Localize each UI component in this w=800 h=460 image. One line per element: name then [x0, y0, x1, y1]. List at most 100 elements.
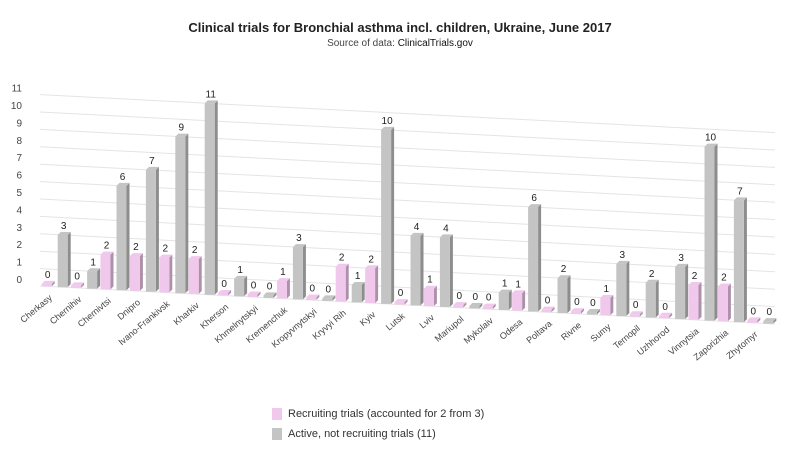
bar-recruiting: [335, 263, 349, 267]
bar-active: [743, 197, 747, 323]
bar-active: [244, 275, 248, 297]
bar-active: [567, 275, 571, 314]
bar-active: [116, 182, 130, 186]
gridline: [39, 146, 776, 186]
bar-active: [87, 271, 98, 289]
x-tick-label: Dnipro: [115, 297, 142, 322]
bar-active: [557, 275, 571, 279]
data-label-recruiting: 0: [251, 280, 257, 291]
bar-recruiting: [218, 289, 232, 293]
bar-active: [410, 235, 421, 306]
data-label-active: 1: [502, 279, 508, 290]
data-label-active: 1: [90, 257, 96, 268]
bar-recruiting: [306, 294, 320, 298]
bar-recruiting: [316, 294, 320, 301]
bar-recruiting: [698, 281, 702, 320]
bar-active: [557, 278, 568, 314]
data-label-recruiting: 1: [515, 279, 521, 290]
data-label-recruiting: 0: [574, 297, 580, 308]
bar-active: [420, 232, 424, 306]
bar-recruiting: [482, 303, 496, 307]
bar-recruiting: [688, 284, 699, 320]
bar-recruiting: [276, 281, 287, 299]
x-tick-label: Lutsk: [384, 311, 407, 333]
bar-recruiting: [463, 302, 467, 308]
bar-active: [675, 266, 686, 320]
legend: Recruiting trials (accounted for 2 from …: [272, 404, 484, 444]
data-label-active: 0: [473, 292, 479, 303]
bar-active: [302, 244, 306, 300]
bar-active: [67, 231, 71, 288]
bar-active: [508, 289, 512, 310]
data-label-recruiting: 2: [133, 242, 139, 253]
bar-recruiting: [198, 256, 202, 294]
x-tick-label: Zhytomyr: [724, 329, 759, 361]
y-tick-label: 1: [16, 258, 22, 269]
bar-active: [322, 298, 333, 301]
bar-active: [439, 234, 453, 238]
bar-recruiting: [570, 308, 584, 312]
bar-recruiting: [629, 314, 640, 317]
data-label-active: 6: [120, 172, 126, 183]
data-label-recruiting: 2: [692, 271, 698, 282]
y-tick-label: 11: [12, 84, 23, 95]
x-tick-label: Poltava: [524, 318, 553, 345]
bar-active: [204, 100, 218, 104]
data-label-active: 2: [649, 269, 655, 280]
data-label-active: 3: [620, 250, 626, 261]
data-label-recruiting: 2: [368, 254, 374, 265]
data-label-recruiting: 0: [457, 291, 463, 302]
bar-recruiting: [188, 259, 199, 294]
bar-recruiting: [71, 285, 82, 288]
bar-recruiting: [247, 291, 261, 295]
x-tick-label: Odesa: [498, 317, 525, 342]
bar-active: [126, 182, 130, 291]
bar-recruiting: [492, 303, 496, 310]
bar-active: [469, 305, 480, 309]
bar-active: [528, 204, 542, 208]
legend-item-active: Active, not recruiting trials (11): [272, 424, 484, 444]
bar-active: [116, 185, 127, 291]
data-label-active: 7: [149, 156, 155, 167]
data-label-active: 1: [355, 271, 361, 282]
bar-active: [655, 279, 659, 318]
bar-recruiting: [600, 294, 614, 298]
bar-recruiting: [129, 256, 140, 291]
bar-active: [57, 231, 71, 235]
bar-recruiting: [81, 282, 85, 288]
subtitle-source: ClinicalTrials.gov: [397, 38, 473, 49]
bar-recruiting: [218, 292, 229, 296]
subtitle-prefix: Source of data:: [327, 38, 395, 49]
bar-recruiting: [404, 299, 408, 305]
data-label-recruiting: 1: [427, 275, 433, 286]
data-label-active: 3: [678, 253, 684, 264]
data-label-recruiting: 2: [192, 245, 198, 256]
bar-recruiting: [639, 311, 643, 317]
data-label-recruiting: 2: [721, 273, 727, 284]
gridline: [39, 128, 776, 168]
data-label-active: 2: [561, 264, 567, 275]
data-label-active: 3: [61, 221, 67, 232]
chart-subtitle: Source of data: ClinicalTrials.gov: [0, 38, 800, 49]
bar-active: [528, 207, 539, 312]
y-tick-label: 10: [11, 101, 23, 112]
bar-recruiting: [306, 297, 317, 301]
bar-recruiting: [71, 282, 85, 286]
bar-recruiting: [659, 315, 670, 319]
gridline: [39, 233, 776, 273]
x-tick-label: Rivne: [559, 320, 583, 342]
x-tick-label: Kharkiv: [172, 300, 202, 327]
bar-recruiting: [629, 311, 643, 315]
bar-recruiting: [541, 306, 555, 310]
bar-recruiting: [139, 253, 143, 291]
bar-recruiting: [580, 308, 584, 314]
bar-recruiting: [228, 289, 232, 296]
bar-active: [381, 129, 392, 304]
data-label-active: 0: [590, 298, 596, 309]
bar-active: [685, 263, 689, 320]
bar-active: [675, 263, 689, 267]
bar-active: [175, 133, 189, 137]
bar-recruiting: [717, 283, 731, 287]
data-label-active: 0: [267, 281, 273, 292]
bar-recruiting: [423, 288, 434, 307]
